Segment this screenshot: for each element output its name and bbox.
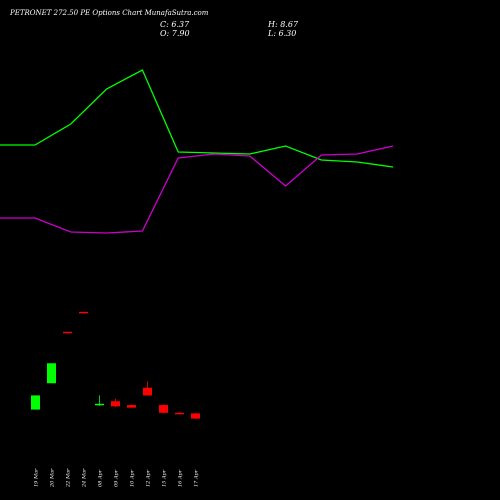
candle-10 <box>175 412 184 415</box>
candle-7 <box>127 404 136 408</box>
x-tick-label: 22 Mar <box>66 468 72 488</box>
x-tick-label: 17 Apr <box>194 469 200 487</box>
high-value: H: 8.67 <box>268 20 299 29</box>
indicator-lines <box>0 69 394 234</box>
candle-8 <box>143 381 152 396</box>
chart-title: PETRONET 272.50 PE Options Chart MunafaS… <box>10 9 209 17</box>
open-value: O: 7.90 <box>160 29 190 38</box>
candle-11 <box>191 412 200 420</box>
candle-body <box>31 395 40 410</box>
x-tick-label: 19 Mar <box>34 468 40 487</box>
candle-5 <box>95 395 104 406</box>
x-tick-label: 09 Apr <box>114 469 120 487</box>
candle-body <box>143 387 152 396</box>
candle-body <box>159 405 168 413</box>
x-tick-label: 20 Mar <box>50 468 56 488</box>
candle-6 <box>111 398 120 407</box>
candle-body <box>175 412 184 415</box>
candle-body <box>79 311 88 314</box>
candle-4 <box>79 311 88 314</box>
x-tick-label: 10 Apr <box>130 469 136 487</box>
candles <box>31 311 200 420</box>
candle-9 <box>159 404 168 414</box>
x-tick-label: 24 Mar <box>82 468 88 488</box>
candle-body <box>47 363 56 384</box>
close-value: C: 6.37 <box>160 20 190 29</box>
low-value: L: 6.30 <box>268 29 297 38</box>
indicator-line-2 <box>0 145 394 234</box>
candle-3 <box>63 331 72 334</box>
candle-body <box>191 413 200 419</box>
x-tick-label: 15 Apr <box>162 469 168 487</box>
x-tick-label: 12 Apr <box>146 469 152 487</box>
candle-body <box>63 331 72 334</box>
x-tick-label: 08 Apr <box>98 469 104 487</box>
candle-2 <box>47 363 56 384</box>
candle-body <box>127 405 136 408</box>
candle-body <box>95 403 104 406</box>
indicator-line-1 <box>0 69 394 168</box>
x-tick-label: 16 Apr <box>178 469 184 487</box>
x-tick-labels: 19 Mar 20 Mar 22 Mar 24 Mar 08 Apr 09 Apr 10 A… <box>34 468 200 488</box>
candle-body <box>111 401 120 407</box>
candle-1 <box>31 395 40 410</box>
